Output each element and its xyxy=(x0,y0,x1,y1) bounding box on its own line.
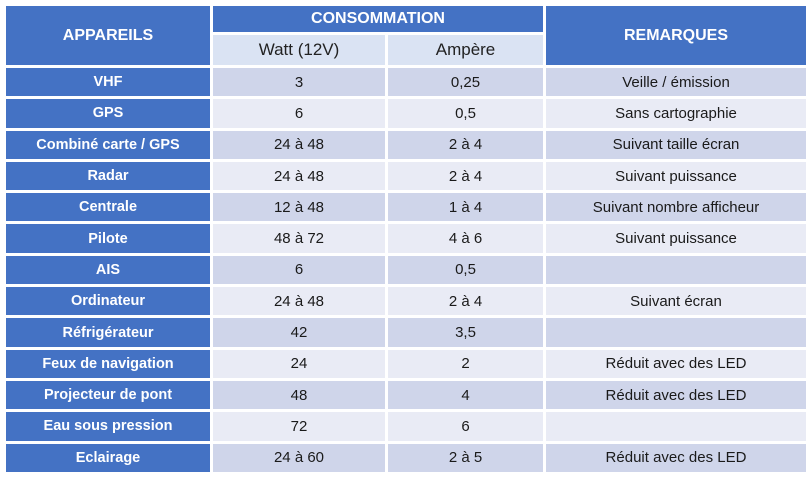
cell-remarque: Réduit avec des LED xyxy=(546,380,807,410)
subheader-watt: Watt (12V) xyxy=(213,35,385,65)
cell-ampere: 4 xyxy=(388,380,544,410)
cell-ampere: 2 xyxy=(388,349,544,378)
cell-ampere: 4 à 6 xyxy=(388,224,544,253)
header-consommation: CONSOMMATION xyxy=(213,6,544,32)
cell-watt: 42 xyxy=(213,318,385,347)
cell-ampere: 0,5 xyxy=(388,99,544,128)
table-header: APPAREILS CONSOMMATION REMARQUES Watt (1… xyxy=(6,6,807,65)
cell-remarque xyxy=(546,318,807,347)
table-row: Projecteur de pont 48 4 Réduit avec des LED xyxy=(6,380,807,410)
cell-remarque: Réduit avec des LED xyxy=(546,349,807,378)
cell-watt: 48 à 72 xyxy=(213,224,385,253)
table-row: Radar 24 à 48 2 à 4 Suivant puissance xyxy=(6,161,807,191)
table-row: Combiné carte / GPS 24 à 48 2 à 4 Suivant t… xyxy=(6,130,807,159)
cell-watt: 12 à 48 xyxy=(213,193,385,222)
cell-appareil: Pilote xyxy=(6,224,210,253)
table-row: VHF 3 0,25 Veille / émission xyxy=(6,68,807,97)
header-remarques: REMARQUES xyxy=(546,6,807,65)
cell-appareil: Centrale xyxy=(6,193,210,222)
cell-ampere: 2 à 4 xyxy=(388,287,544,316)
cell-remarque: Suivant écran xyxy=(546,287,807,316)
cell-appareil: Combiné carte / GPS xyxy=(6,130,210,159)
header-appareils: APPAREILS xyxy=(6,6,210,65)
table-row: Feux de navigation 24 2 Réduit avec des LED xyxy=(6,349,807,378)
cell-remarque: Veille / émission xyxy=(546,68,807,97)
consumption-table: APPAREILS CONSOMMATION REMARQUES Watt (1… xyxy=(3,3,809,475)
cell-watt: 24 à 48 xyxy=(213,161,385,191)
cell-remarque: Sans cartographie xyxy=(546,99,807,128)
cell-appareil: GPS xyxy=(6,99,210,128)
cell-watt: 6 xyxy=(213,255,385,285)
table-row: GPS 6 0,5 Sans cartographie xyxy=(6,99,807,128)
cell-watt: 24 xyxy=(213,349,385,378)
cell-remarque: Suivant puissance xyxy=(546,161,807,191)
cell-ampere: 2 à 4 xyxy=(388,161,544,191)
cell-appareil: Feux de navigation xyxy=(6,349,210,378)
table-row: Eclairage 24 à 60 2 à 5 Réduit avec des LED xyxy=(6,443,807,472)
cell-watt: 48 xyxy=(213,380,385,410)
table-row: Centrale 12 à 48 1 à 4 Suivant nombre affic… xyxy=(6,193,807,222)
cell-appareil: VHF xyxy=(6,68,210,97)
cell-watt: 24 à 48 xyxy=(213,130,385,159)
cell-remarque xyxy=(546,412,807,441)
cell-watt: 24 à 60 xyxy=(213,443,385,472)
cell-ampere: 3,5 xyxy=(388,318,544,347)
cell-ampere: 0,5 xyxy=(388,255,544,285)
cell-watt: 3 xyxy=(213,68,385,97)
cell-watt: 72 xyxy=(213,412,385,441)
table-row: Pilote 48 à 72 4 à 6 Suivant puissance xyxy=(6,224,807,253)
cell-appareil: AIS xyxy=(6,255,210,285)
cell-appareil: Eau sous pression xyxy=(6,412,210,441)
consumption-table-container: APPAREILS CONSOMMATION REMARQUES Watt (1… xyxy=(3,3,807,478)
cell-appareil: Ordinateur xyxy=(6,287,210,316)
cell-ampere: 0,25 xyxy=(388,68,544,97)
cell-appareil: Projecteur de pont xyxy=(6,380,210,410)
cell-appareil: Radar xyxy=(6,161,210,191)
cell-watt: 6 xyxy=(213,99,385,128)
table-row: Réfrigérateur 42 3,5 xyxy=(6,318,807,347)
table-row: Eau sous pression 72 6 xyxy=(6,412,807,441)
cell-ampere: 2 à 5 xyxy=(388,443,544,472)
cell-watt: 24 à 48 xyxy=(213,287,385,316)
subheader-ampere: Ampère xyxy=(388,35,544,65)
cell-remarque: Suivant taille écran xyxy=(546,130,807,159)
cell-ampere: 2 à 4 xyxy=(388,130,544,159)
table-body: VHF 3 0,25 Veille / émission GPS 6 0,5 Sans car… xyxy=(6,68,807,472)
cell-appareil: Réfrigérateur xyxy=(6,318,210,347)
cell-appareil: Eclairage xyxy=(6,443,210,472)
cell-ampere: 6 xyxy=(388,412,544,441)
cell-remarque xyxy=(546,255,807,285)
cell-remarque: Suivant puissance xyxy=(546,224,807,253)
table-row: Ordinateur 24 à 48 2 à 4 Suivant écran xyxy=(6,287,807,316)
cell-ampere: 1 à 4 xyxy=(388,193,544,222)
table-row: AIS 6 0,5 xyxy=(6,255,807,285)
cell-remarque: Suivant nombre afficheur xyxy=(546,193,807,222)
cell-remarque: Réduit avec des LED xyxy=(546,443,807,472)
